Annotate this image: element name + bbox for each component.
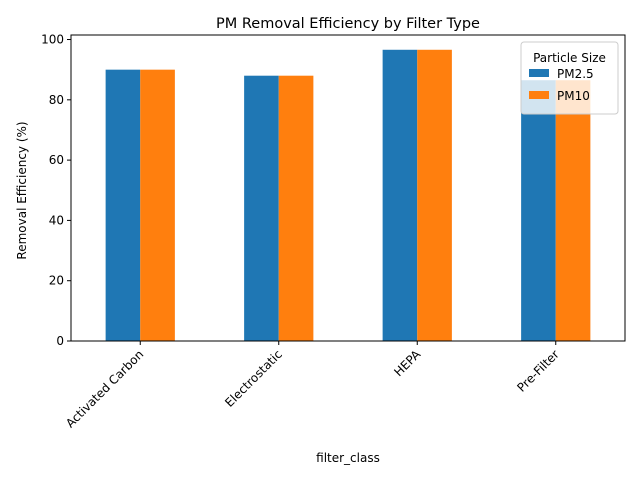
- y-axis-label: Removal Efficiency (%): [15, 121, 29, 259]
- legend-swatch-pm10: [529, 91, 549, 99]
- bar-pm25-hepa: [382, 49, 418, 342]
- bars-layer: [105, 49, 591, 342]
- legend-swatch-pm25: [529, 69, 549, 77]
- bar-pm10-electrostatic: [278, 75, 314, 341]
- y-tick-label: 0: [56, 334, 64, 348]
- legend-label-pm10: PM10: [557, 89, 590, 103]
- y-tick-label: 60: [49, 153, 64, 167]
- chart-title: PM Removal Efficiency by Filter Type: [216, 16, 480, 32]
- bar-pm25-activated-carbon: [105, 69, 141, 341]
- y-tick-label: 40: [49, 213, 64, 227]
- y-tick-label: 20: [49, 274, 64, 288]
- axes-layer: [70, 34, 626, 342]
- bar-pm10-pre-filter: [555, 80, 591, 341]
- y-tick-label: 100: [41, 33, 64, 47]
- x-axis-label: filter_class: [316, 451, 380, 465]
- legend-label-pm25: PM2.5: [557, 67, 594, 81]
- legend-title: Particle Size: [533, 51, 606, 65]
- y-tick-label: 80: [49, 93, 64, 107]
- legend: Particle Size PM2.5 PM10: [520, 41, 619, 115]
- bar-pm25-pre-filter: [521, 80, 556, 341]
- plot-frame: [70, 34, 626, 342]
- bar-pm10-hepa: [417, 49, 452, 342]
- bar-pm25-electrostatic: [244, 75, 279, 341]
- bar-pm10-activated-carbon: [140, 69, 175, 341]
